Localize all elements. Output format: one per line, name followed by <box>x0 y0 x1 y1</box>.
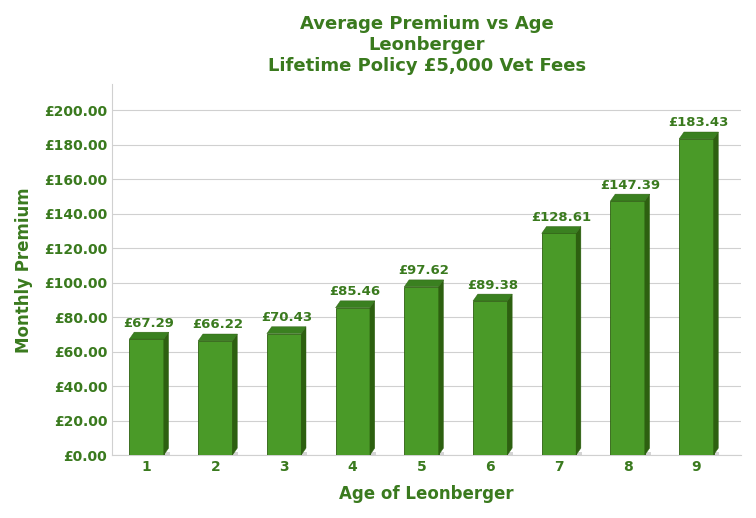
Polygon shape <box>645 194 649 455</box>
Polygon shape <box>370 301 375 455</box>
Polygon shape <box>336 301 375 308</box>
Text: £183.43: £183.43 <box>668 117 729 130</box>
Text: £147.39: £147.39 <box>600 179 660 192</box>
Text: £70.43: £70.43 <box>261 311 312 324</box>
Polygon shape <box>542 234 576 455</box>
Polygon shape <box>542 226 581 234</box>
Polygon shape <box>679 132 718 139</box>
Polygon shape <box>507 294 512 455</box>
Polygon shape <box>198 341 233 455</box>
Title: Average Premium vs Age
Leonberger
Lifetime Policy £5,000 Vet Fees: Average Premium vs Age Leonberger Lifeti… <box>268 15 586 75</box>
Polygon shape <box>610 201 645 455</box>
Polygon shape <box>438 280 444 455</box>
Polygon shape <box>680 452 719 457</box>
Polygon shape <box>267 334 301 455</box>
Polygon shape <box>233 334 237 455</box>
Polygon shape <box>267 327 306 334</box>
Polygon shape <box>543 452 582 457</box>
Polygon shape <box>473 294 512 301</box>
Polygon shape <box>404 287 438 455</box>
Polygon shape <box>473 301 507 455</box>
Text: £89.38: £89.38 <box>467 279 518 292</box>
Polygon shape <box>164 332 169 455</box>
X-axis label: Age of Leonberger: Age of Leonberger <box>339 485 514 503</box>
Polygon shape <box>129 339 164 455</box>
Polygon shape <box>129 332 169 339</box>
Polygon shape <box>576 226 581 455</box>
Text: £85.46: £85.46 <box>330 285 381 298</box>
Text: £67.29: £67.29 <box>123 316 175 329</box>
Polygon shape <box>301 327 306 455</box>
Polygon shape <box>337 452 376 457</box>
Text: £128.61: £128.61 <box>531 211 591 224</box>
Polygon shape <box>610 194 649 201</box>
Polygon shape <box>612 452 651 457</box>
Polygon shape <box>475 452 513 457</box>
Text: £97.62: £97.62 <box>398 264 449 277</box>
Polygon shape <box>404 280 444 287</box>
Y-axis label: Monthly Premium: Monthly Premium <box>15 187 33 353</box>
Polygon shape <box>336 308 370 455</box>
Polygon shape <box>131 452 169 457</box>
Polygon shape <box>406 452 445 457</box>
Polygon shape <box>679 139 714 455</box>
Text: £66.22: £66.22 <box>192 319 243 332</box>
Polygon shape <box>198 334 237 341</box>
Polygon shape <box>200 452 238 457</box>
Polygon shape <box>714 132 718 455</box>
Polygon shape <box>268 452 307 457</box>
